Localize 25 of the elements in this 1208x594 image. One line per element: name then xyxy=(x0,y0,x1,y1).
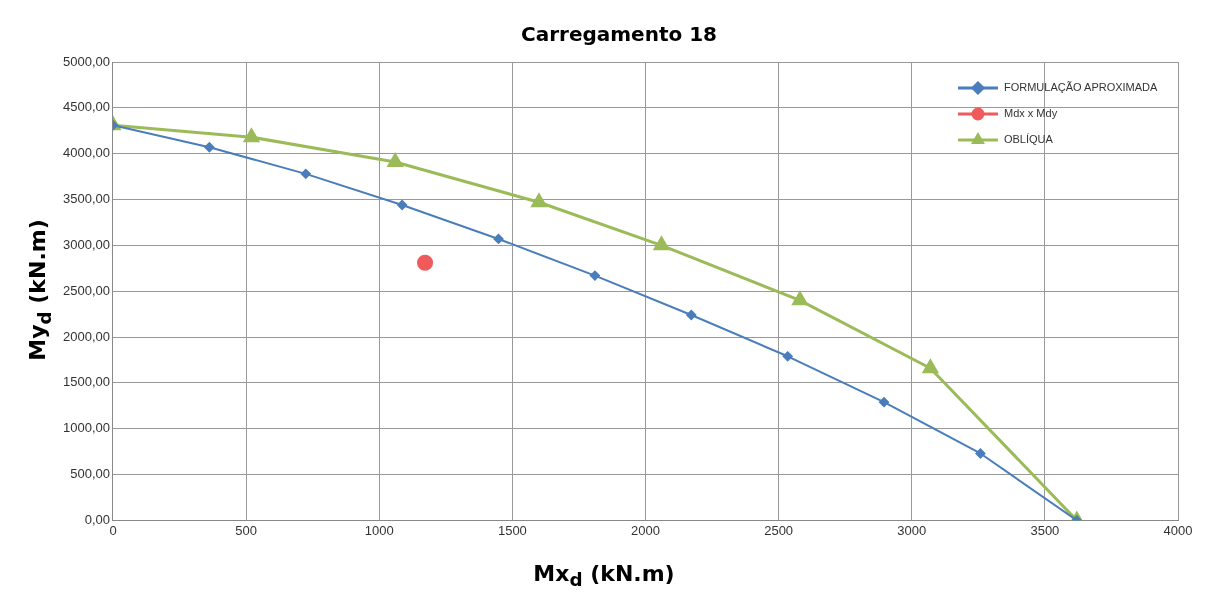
x-tick-label: 0 xyxy=(109,522,117,538)
x-tick-label: 1500 xyxy=(497,522,527,538)
y-tick-label: 2500,00 xyxy=(62,282,110,298)
y-tick-label: 2000,00 xyxy=(62,328,110,344)
y-tick-label: 5000,00 xyxy=(62,53,110,69)
x-tick-label: 3000 xyxy=(897,522,927,538)
x-tick-label: 2000 xyxy=(631,522,660,538)
x-tick-label: 500 xyxy=(235,522,257,538)
y-tick-label: 1500,00 xyxy=(62,374,110,390)
legend-label: FORMULAÇÃO APROXIMADA xyxy=(1003,81,1159,94)
y-tick-label: 3500,00 xyxy=(62,191,110,207)
y-tick-label: 3000,00 xyxy=(62,236,110,252)
y-tick-label: 500,00 xyxy=(70,466,110,482)
y-tick-label: 0,00 xyxy=(84,511,110,527)
x-tick-label: 1000 xyxy=(364,522,394,538)
x-axis-title: Mx$_{d}$ (kN.m) xyxy=(532,560,676,590)
y-tick-label: 1000,00 xyxy=(62,420,110,436)
y-tick-label: 4500,00 xyxy=(62,99,110,115)
x-tick-label: 3500 xyxy=(1030,522,1060,538)
legend-label: Mdx x Mdy xyxy=(1003,107,1058,120)
legend-label: OBLÍQUA xyxy=(1003,133,1054,146)
chart-title: Carregamento 18 xyxy=(520,22,718,47)
y-tick-label: 4000,00 xyxy=(62,145,110,161)
x-tick-label: 2500 xyxy=(764,522,794,538)
x-tick-label: 4000 xyxy=(1163,522,1193,538)
